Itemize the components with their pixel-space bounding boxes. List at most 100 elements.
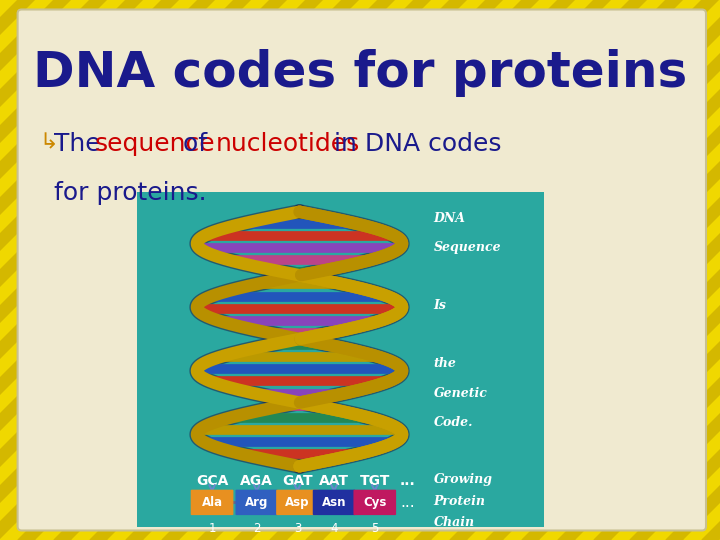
Polygon shape bbox=[0, 0, 216, 540]
Polygon shape bbox=[468, 0, 720, 540]
Polygon shape bbox=[0, 0, 504, 540]
Polygon shape bbox=[306, 0, 720, 540]
Polygon shape bbox=[234, 0, 720, 540]
Text: TGT: TGT bbox=[359, 474, 390, 488]
Polygon shape bbox=[162, 0, 720, 540]
Polygon shape bbox=[0, 0, 486, 540]
Text: 3: 3 bbox=[294, 522, 301, 535]
Polygon shape bbox=[0, 0, 180, 540]
Polygon shape bbox=[90, 0, 648, 540]
Polygon shape bbox=[666, 0, 720, 540]
Polygon shape bbox=[0, 0, 198, 540]
Polygon shape bbox=[684, 0, 720, 540]
Polygon shape bbox=[198, 0, 720, 540]
Polygon shape bbox=[0, 0, 144, 540]
Text: Chain: Chain bbox=[433, 516, 475, 529]
Polygon shape bbox=[0, 0, 108, 540]
Polygon shape bbox=[360, 0, 720, 540]
FancyBboxPatch shape bbox=[312, 490, 356, 515]
Polygon shape bbox=[432, 0, 720, 540]
FancyBboxPatch shape bbox=[235, 490, 278, 515]
Polygon shape bbox=[0, 0, 306, 540]
FancyBboxPatch shape bbox=[191, 490, 233, 515]
Polygon shape bbox=[288, 0, 720, 540]
Polygon shape bbox=[558, 0, 720, 540]
Polygon shape bbox=[0, 0, 270, 540]
Polygon shape bbox=[0, 0, 342, 540]
Polygon shape bbox=[216, 0, 720, 540]
Polygon shape bbox=[0, 0, 126, 540]
Polygon shape bbox=[0, 0, 540, 540]
Polygon shape bbox=[0, 0, 450, 540]
Polygon shape bbox=[342, 0, 720, 540]
Polygon shape bbox=[72, 0, 630, 540]
Polygon shape bbox=[180, 0, 720, 540]
Polygon shape bbox=[0, 0, 234, 540]
Polygon shape bbox=[504, 0, 720, 540]
Polygon shape bbox=[0, 0, 324, 540]
Polygon shape bbox=[18, 0, 576, 540]
Polygon shape bbox=[108, 0, 666, 540]
Text: DNA codes for proteins: DNA codes for proteins bbox=[33, 49, 687, 97]
Text: Arg: Arg bbox=[245, 496, 269, 509]
Polygon shape bbox=[630, 0, 720, 540]
Polygon shape bbox=[54, 0, 612, 540]
Text: the: the bbox=[433, 357, 456, 370]
Text: DNA: DNA bbox=[433, 212, 466, 225]
Text: in DNA codes: in DNA codes bbox=[326, 132, 502, 156]
Text: Code.: Code. bbox=[433, 416, 473, 429]
Text: GAT: GAT bbox=[282, 474, 312, 488]
Polygon shape bbox=[0, 0, 468, 540]
Text: Sequence: Sequence bbox=[433, 241, 501, 254]
Text: The: The bbox=[54, 132, 109, 156]
Polygon shape bbox=[486, 0, 720, 540]
Polygon shape bbox=[522, 0, 720, 540]
Polygon shape bbox=[270, 0, 720, 540]
Polygon shape bbox=[0, 0, 162, 540]
Polygon shape bbox=[0, 0, 522, 540]
FancyBboxPatch shape bbox=[276, 490, 319, 515]
Text: AAT: AAT bbox=[319, 474, 349, 488]
Polygon shape bbox=[126, 0, 684, 540]
Text: GCA: GCA bbox=[196, 474, 228, 488]
Polygon shape bbox=[252, 0, 720, 540]
Polygon shape bbox=[0, 0, 36, 540]
Text: Asp: Asp bbox=[285, 496, 310, 509]
Polygon shape bbox=[396, 0, 720, 540]
Text: Growing: Growing bbox=[433, 473, 492, 486]
Text: Is: Is bbox=[433, 299, 446, 312]
Text: ...: ... bbox=[400, 495, 415, 510]
Polygon shape bbox=[0, 0, 378, 540]
Text: 5: 5 bbox=[371, 522, 379, 535]
Polygon shape bbox=[450, 0, 720, 540]
Polygon shape bbox=[144, 0, 702, 540]
Polygon shape bbox=[702, 0, 720, 540]
Text: ↳: ↳ bbox=[40, 132, 58, 152]
Polygon shape bbox=[36, 0, 594, 540]
Text: of: of bbox=[175, 132, 215, 156]
Text: sequence: sequence bbox=[94, 132, 215, 156]
Polygon shape bbox=[612, 0, 720, 540]
Text: AGA: AGA bbox=[240, 474, 274, 488]
Text: Protein: Protein bbox=[433, 495, 486, 508]
Polygon shape bbox=[0, 0, 396, 540]
Polygon shape bbox=[0, 0, 18, 540]
Polygon shape bbox=[0, 0, 72, 540]
Text: for proteins.: for proteins. bbox=[54, 181, 207, 205]
FancyBboxPatch shape bbox=[137, 192, 544, 526]
Polygon shape bbox=[594, 0, 720, 540]
Polygon shape bbox=[540, 0, 720, 540]
FancyBboxPatch shape bbox=[354, 490, 396, 515]
Polygon shape bbox=[0, 0, 252, 540]
Polygon shape bbox=[0, 0, 90, 540]
Polygon shape bbox=[648, 0, 720, 540]
Polygon shape bbox=[0, 0, 432, 540]
Text: Ala: Ala bbox=[202, 496, 222, 509]
Polygon shape bbox=[0, 0, 558, 540]
FancyBboxPatch shape bbox=[17, 10, 706, 530]
Text: 2: 2 bbox=[253, 522, 261, 535]
Text: Cys: Cys bbox=[363, 496, 387, 509]
Polygon shape bbox=[378, 0, 720, 540]
Polygon shape bbox=[0, 0, 414, 540]
Polygon shape bbox=[0, 0, 54, 540]
